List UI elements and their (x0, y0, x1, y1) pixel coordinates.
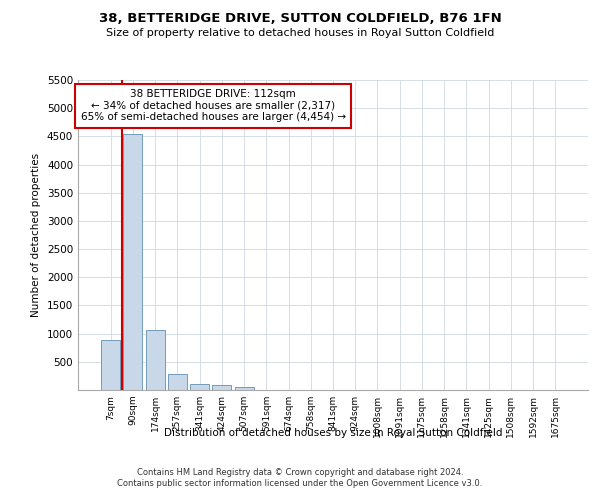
Bar (146, 330, 164, 390)
Text: Distribution of detached houses by size in Royal Sutton Coldfield: Distribution of detached houses by size … (164, 428, 502, 438)
Bar (212, 385, 231, 390)
Text: 38, BETTERIDGE DRIVE, SUTTON COLDFIELD, B76 1FN: 38, BETTERIDGE DRIVE, SUTTON COLDFIELD, … (98, 12, 502, 26)
Bar (168, 374, 187, 390)
Text: Contains HM Land Registry data © Crown copyright and database right 2024.
Contai: Contains HM Land Registry data © Crown c… (118, 468, 482, 487)
Text: Size of property relative to detached houses in Royal Sutton Coldfield: Size of property relative to detached ho… (106, 28, 494, 38)
Y-axis label: Number of detached properties: Number of detached properties (31, 153, 41, 317)
Bar (235, 386, 254, 390)
Bar (124, 134, 142, 390)
Bar (101, 340, 120, 390)
Text: 38 BETTERIDGE DRIVE: 112sqm
← 34% of detached houses are smaller (2,317)
65% of : 38 BETTERIDGE DRIVE: 112sqm ← 34% of det… (80, 90, 346, 122)
Bar (190, 384, 209, 390)
